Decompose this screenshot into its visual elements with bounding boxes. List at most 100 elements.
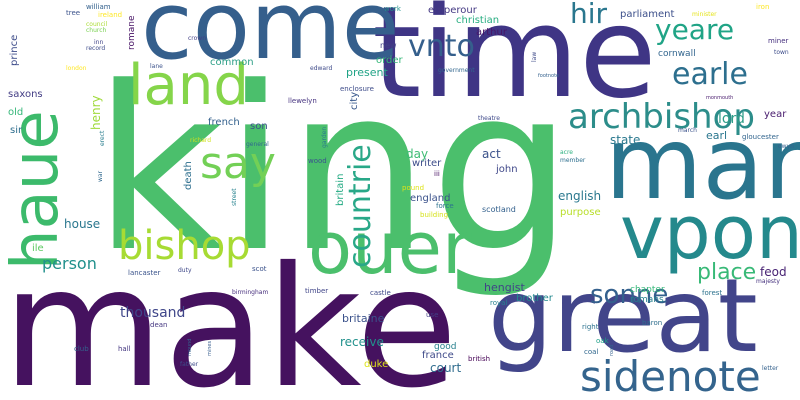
word-purpose: purpose [560, 207, 601, 218]
word-iron: iron [756, 3, 770, 11]
word-coal: coal [584, 348, 599, 356]
word-birmingham: birmingham [232, 289, 269, 296]
word-scot: scot [252, 265, 267, 273]
word-baron: baron [642, 319, 663, 327]
word-prince: prince [9, 34, 20, 66]
word-hir: hir [570, 0, 608, 30]
word-sonne: sonne [590, 280, 669, 310]
word-work: work [384, 5, 401, 13]
word-mines: mines [207, 340, 213, 356]
word-mound: mound [187, 338, 193, 356]
word-present: present [346, 66, 388, 79]
word-gloucester: gloucester [742, 133, 779, 141]
word-dean: dean [150, 321, 168, 329]
word-britain: britain [335, 173, 346, 206]
word-earle: earle [672, 57, 748, 92]
word-lane: lane [150, 63, 163, 70]
word-duty: duty [178, 267, 192, 274]
word-romane: romane [127, 15, 137, 50]
word-british: british [468, 355, 491, 363]
word-forest: forest [702, 289, 723, 297]
word-sidenote: sidenote [580, 352, 761, 400]
word-oak: oak [596, 337, 609, 345]
word-law: law [531, 51, 538, 62]
word-day: day [406, 147, 429, 161]
word-john: john [496, 164, 518, 175]
word-timber: timber [305, 287, 329, 295]
word-richard: richard [190, 137, 212, 144]
word-footnote: footnote [538, 73, 560, 79]
word-common: common [210, 57, 254, 68]
word-state: state [610, 133, 641, 147]
word-henry: henry [89, 95, 103, 130]
word-william: william [86, 3, 111, 11]
word-chapter: chapter [630, 285, 665, 295]
word-brother: brother [516, 293, 553, 304]
word-owyn: owyn [778, 143, 794, 150]
word-letter: letter [762, 365, 779, 372]
word-arthur: arthur [476, 27, 507, 38]
word-pound: pound [402, 184, 425, 192]
word-year: year [764, 109, 787, 120]
word-death: death [183, 161, 194, 190]
word-march: march [678, 127, 697, 134]
word-lord: lord [718, 111, 745, 127]
word-king: king [93, 39, 574, 302]
word-act: act [482, 147, 501, 161]
word-new: new [380, 41, 397, 50]
word-vpon: vpon [620, 190, 800, 276]
word-church: church [86, 27, 107, 34]
word-vnto: vnto [408, 29, 475, 64]
word-city: city [349, 91, 360, 110]
word-make: make [2, 232, 458, 400]
word-edward: edward [310, 65, 333, 72]
word-building: building [420, 211, 449, 219]
word-use: use [426, 311, 439, 319]
word-emperour: emperour [428, 5, 477, 16]
word-llewelyn: llewelyn [288, 97, 317, 105]
word-place: place [697, 260, 757, 285]
word-house: house [64, 217, 101, 231]
word-inn: inn [94, 39, 104, 46]
word-person: person [42, 254, 97, 273]
word-come: come [141, 0, 400, 81]
word-road: road [609, 344, 615, 356]
word-enclosure: enclosure [340, 85, 374, 93]
word-war: war [97, 170, 104, 182]
word-theatre: theatre [478, 115, 500, 122]
word-garden: garden [321, 126, 328, 148]
word-receive: receive [340, 335, 384, 349]
word-lancaster: lancaster [128, 269, 161, 277]
word-ireland: ireland [98, 11, 123, 19]
word-town: town [774, 49, 789, 56]
word-man: man [605, 105, 800, 222]
word-government: government [438, 67, 475, 74]
word-hengist: hengist [484, 281, 525, 294]
word-right: right [582, 323, 599, 331]
word-england: england [410, 193, 451, 204]
word-sir: sir [10, 125, 23, 136]
word-feod: feod [760, 265, 787, 279]
word-say: say [200, 138, 276, 189]
word-britaine: britaine [342, 312, 385, 325]
word-father: father [180, 361, 199, 368]
word-time: time [372, 0, 657, 126]
word-countrie: countrie [343, 144, 378, 268]
word-archbishop: archbishop [568, 97, 755, 137]
word-majesty: majesty [756, 278, 780, 285]
word-minister: minister [692, 11, 717, 18]
word-earl: earl [706, 129, 728, 142]
word-order: order [376, 55, 403, 66]
word-french: french [208, 117, 240, 128]
word-member: member [560, 157, 586, 164]
word-hall: hall [118, 345, 131, 353]
word-great: great [488, 257, 758, 376]
word-club: club [74, 345, 89, 353]
word-court: court [430, 361, 462, 375]
word-iii: iii [434, 170, 440, 178]
word-council: council [86, 21, 108, 28]
word-parliament: parliament [620, 9, 675, 20]
word-tree: tree [66, 9, 81, 17]
word-ouer: ouer [308, 206, 472, 290]
